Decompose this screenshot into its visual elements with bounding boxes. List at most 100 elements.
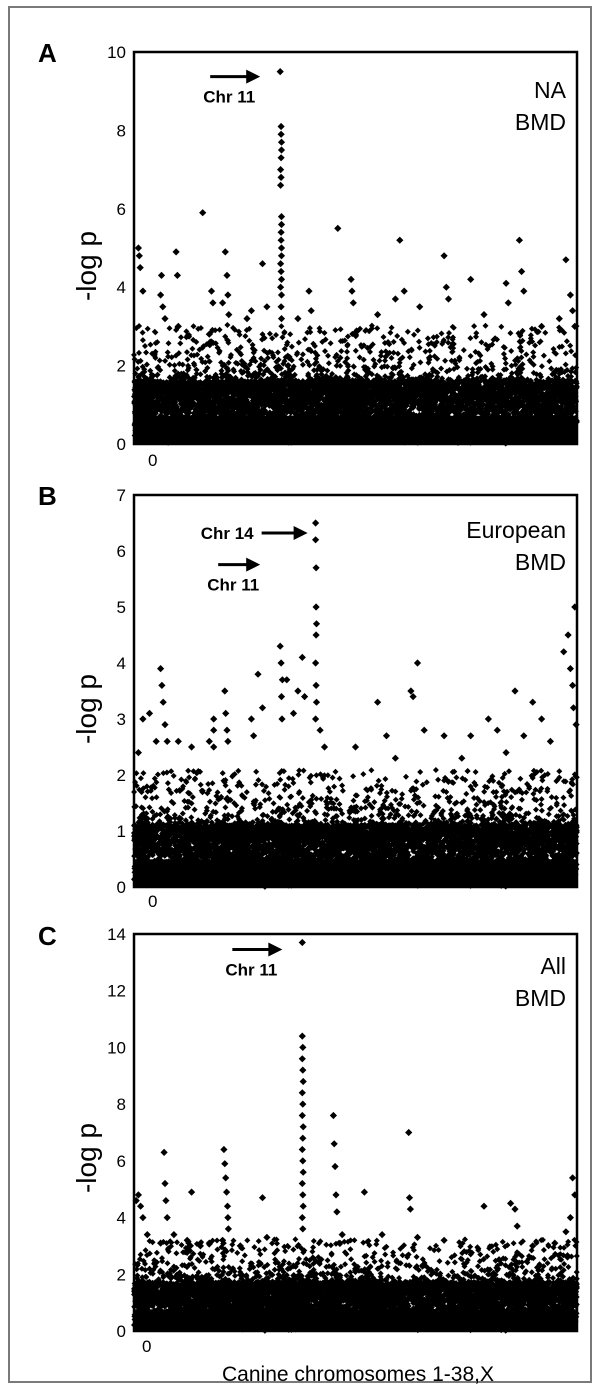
data-point-b-10 [188,743,196,751]
y-tick-label-a-0: 0 [117,435,126,454]
data-points-b [131,519,580,890]
data-point-b-18 [224,737,232,745]
x-axis-label: Canine chromosomes 1-38,X [222,1363,494,1386]
data-point-a-5 [159,303,167,311]
data-point-a-54 [374,311,382,319]
data-point-c-11 [183,1236,191,1244]
legend-line1-c: All [540,953,566,979]
data-point-b-9 [174,737,182,745]
data-point-b-15 [221,687,229,695]
data-point-a-19 [224,291,232,299]
data-point-a-62 [467,275,475,283]
y-tick-label-c-0: 0 [117,1322,126,1341]
data-point-b-59 [511,687,519,695]
panel-letter-b: B [38,481,57,511]
y-tick-label-a-4: 4 [117,278,126,297]
annotation-b-1: Chr 14 [201,524,308,543]
data-point-c-10 [170,1231,178,1239]
annotation-label-c-1: Chr 11 [225,961,277,980]
data-point-c-1 [134,1191,142,1199]
data-point-b-69 [569,704,578,712]
data-point-a-65 [504,299,512,307]
data-point-b-36 [312,603,320,611]
data-point-b-57 [493,726,501,734]
data-point-b-16 [222,709,230,717]
data-point-a-27 [277,130,285,138]
data-point-a-23 [258,260,267,268]
data-point-a-1 [135,252,143,260]
data-point-b-5 [158,681,166,689]
data-point-a-50 [334,224,342,233]
data-point-a-45 [277,303,285,311]
data-point-a-8 [172,248,180,256]
data-point-b-37 [312,620,321,628]
annotation-label-a-1: Chr 11 [203,88,255,107]
data-point-b-17 [223,726,231,734]
data-point-c-7 [161,1179,169,1188]
data-point-c-62 [529,1242,537,1250]
data-point-c-36 [299,1134,307,1142]
data-point-a-43 [277,283,285,291]
y-ticks-c: 0 2 4 6 8 10 12 14 [107,925,126,1341]
data-point-b-49 [407,687,415,695]
data-point-b-44 [320,743,329,751]
data-point-b-14 [210,743,218,751]
data-point-c-42 [299,1202,307,1210]
annotation-label-b-1: Chr 14 [201,524,254,543]
data-point-b-56 [484,715,492,723]
data-point-a-14 [205,330,213,338]
data-point-b-35 [312,564,320,572]
data-point-a-11 [199,209,207,217]
data-point-c-20 [223,1202,232,1210]
data-point-b-23 [276,642,284,650]
data-point-a-7 [157,271,166,279]
data-point-a-49 [307,307,315,315]
data-point-b-0 [134,749,142,757]
y-tick-label-b-5: 5 [117,598,126,617]
data-point-b-62 [538,715,546,723]
data-point-a-39 [277,252,286,260]
data-point-c-27 [298,1032,306,1040]
arrow-head-a-1 [246,69,261,84]
data-point-b-28 [283,676,291,684]
background-snp-band-b [131,767,580,890]
data-point-a-61 [444,295,453,303]
y-tick-label-b-6: 6 [117,542,126,561]
data-point-b-6 [159,698,167,706]
data-point-b-61 [529,698,537,706]
y-tick-label-c-8: 8 [117,1095,126,1114]
data-point-c-33 [299,1100,307,1108]
data-point-c-65 [566,1214,574,1222]
annotation-label-b-2: Chr 11 [207,576,259,595]
data-point-c-4 [143,1231,151,1239]
data-point-c-12 [188,1188,196,1196]
legend-line1-b: European [466,517,566,543]
annotation-c-1: Chr 11 [225,942,283,980]
data-point-c-21 [224,1214,232,1222]
data-point-c-31 [299,1077,307,1086]
y-tick-label-b-4: 4 [117,654,126,673]
data-point-b-64 [560,648,568,656]
data-point-b-29 [289,709,298,717]
data-point-c-48 [332,1191,340,1199]
data-point-c-16 [220,1145,228,1154]
data-point-b-46 [374,698,382,706]
data-point-c-13 [196,1242,204,1250]
data-point-a-17 [221,248,229,256]
data-point-b-31 [298,653,306,661]
data-point-a-29 [277,146,286,154]
data-point-c-45 [329,1111,337,1120]
data-point-b-40 [312,681,320,689]
plot-area-b [132,493,579,889]
data-point-b-25 [278,676,286,684]
data-point-c-17 [221,1160,229,1168]
data-point-c-66 [569,1174,577,1182]
data-point-b-52 [420,726,428,734]
y-tick-label-c-6: 6 [117,1152,126,1171]
y-tick-label-b-0: 0 [117,878,126,897]
data-point-a-52 [348,287,356,295]
data-point-c-41 [299,1191,307,1199]
annotation-b-2: Chr 11 [207,557,261,595]
data-point-c-63 [551,1239,559,1247]
data-point-a-20 [225,311,233,319]
